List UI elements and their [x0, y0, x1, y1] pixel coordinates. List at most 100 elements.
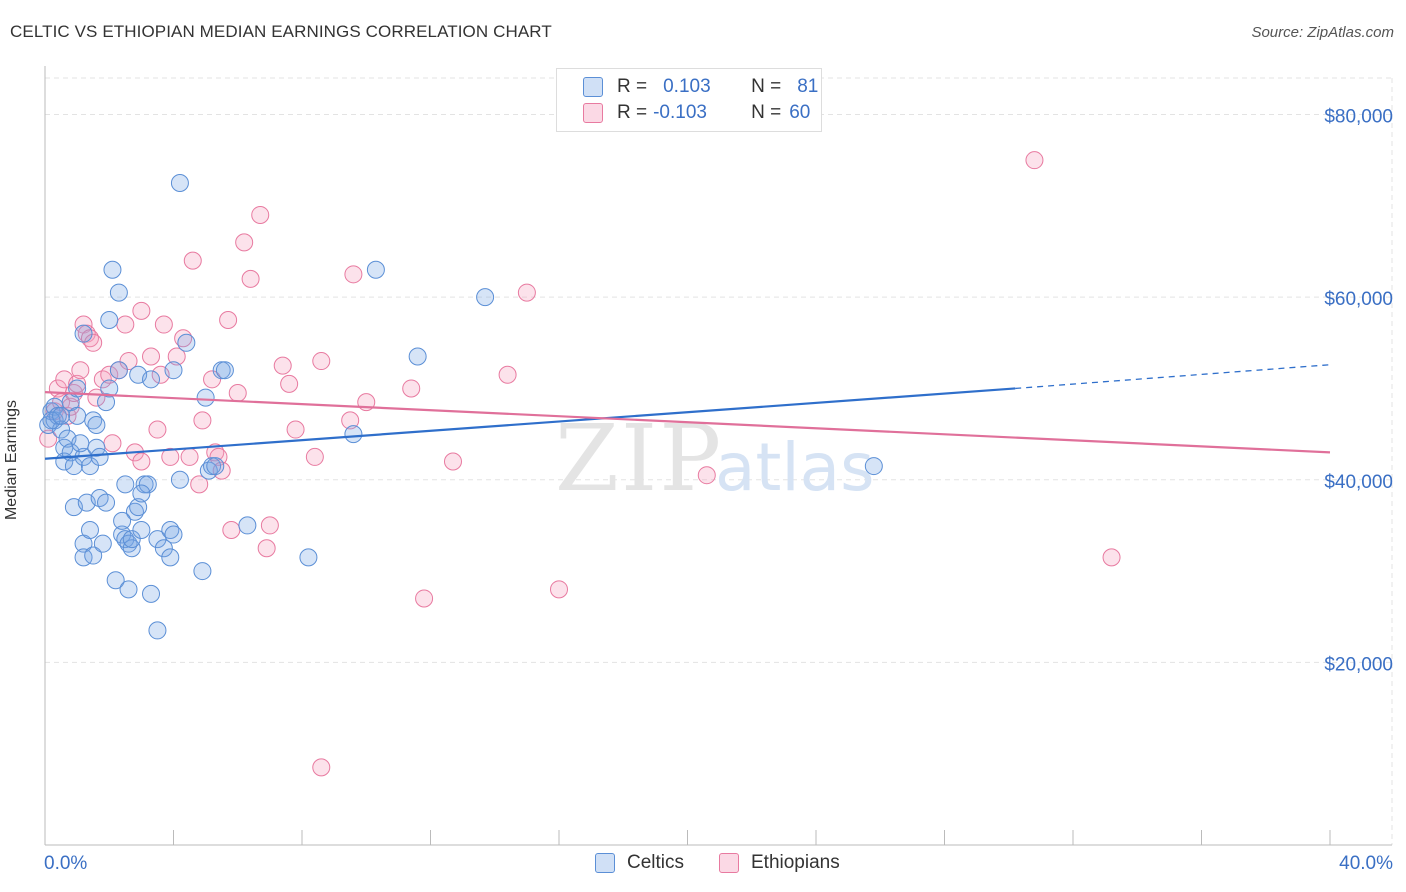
point-celtics [129, 498, 148, 517]
point-ethiopians [443, 452, 462, 471]
point-ethiopians [517, 283, 536, 302]
point-celtics [100, 310, 119, 329]
y-tick-label: $20,000 [1324, 654, 1393, 675]
point-celtics [103, 260, 122, 279]
point-celtics [408, 347, 427, 366]
point-celtics [109, 283, 128, 302]
point-celtics [299, 548, 318, 567]
point-celtics [177, 333, 196, 352]
point-ethiopians [148, 420, 167, 439]
legend-n-label: N = [751, 76, 782, 97]
point-celtics [476, 288, 495, 307]
point-celtics [122, 530, 141, 549]
point-celtics [164, 361, 183, 380]
point-ethiopians [280, 374, 299, 393]
bottom-legend-ethiopians: Ethiopians [719, 852, 840, 874]
point-celtics [154, 539, 173, 558]
point-ethiopians [61, 397, 80, 416]
point-celtics [170, 174, 189, 193]
bottom-legend-swatch-celtics [595, 853, 615, 873]
point-ethiopians [180, 447, 199, 466]
bottom-legend-celtics: Celtics [595, 852, 684, 874]
point-celtics [87, 415, 106, 434]
point-ethiopians [241, 269, 260, 288]
point-ethiopians [142, 347, 161, 366]
series-celtics [39, 174, 883, 640]
point-ethiopians [222, 520, 241, 539]
point-ethiopians [219, 310, 238, 329]
point-ethiopians [132, 452, 151, 471]
trend-lines [44, 364, 1331, 460]
point-ethiopians [93, 370, 112, 389]
point-celtics [80, 520, 99, 539]
trend-line-celtics-projection [1015, 364, 1331, 390]
point-celtics [106, 571, 125, 590]
point-celtics [80, 457, 99, 476]
point-celtics [119, 580, 138, 599]
point-celtics [90, 489, 109, 508]
point-ethiopians [183, 251, 202, 270]
point-ethiopians [203, 370, 222, 389]
point-celtics [42, 411, 61, 430]
point-ethiopians [341, 411, 360, 430]
point-ethiopians [260, 516, 279, 535]
point-celtics [138, 475, 157, 494]
point-ethiopians [312, 352, 331, 371]
point-celtics [68, 406, 87, 425]
point-ethiopians [286, 420, 305, 439]
legend-swatch-ethiopians [583, 103, 603, 123]
point-celtics [71, 434, 90, 453]
point-ethiopians [228, 384, 247, 403]
point-ethiopians [167, 347, 186, 366]
point-celtics [90, 447, 109, 466]
point-ethiopians [154, 315, 173, 334]
x-tick-label: 40.0% [1339, 853, 1393, 874]
legend-n-value-ethiopians: 60 [789, 102, 811, 123]
point-celtics [344, 425, 363, 444]
point-celtics [93, 534, 112, 553]
chart-title: CELTIC VS ETHIOPIAN MEDIAN EARNINGS CORR… [10, 22, 552, 41]
point-celtics [206, 457, 225, 476]
point-celtics [132, 484, 151, 503]
point-celtics [109, 361, 128, 380]
point-celtics [193, 562, 212, 581]
point-ethiopians [312, 758, 331, 777]
legend-n-label: N = [751, 102, 782, 123]
point-celtics [100, 379, 119, 398]
x-tick-label: 0.0% [44, 853, 87, 874]
point-ethiopians [257, 539, 276, 558]
point-ethiopians [39, 429, 58, 448]
point-ethiopians [68, 374, 87, 393]
legend-r-label: R = [617, 102, 648, 123]
point-ethiopians [305, 447, 324, 466]
point-celtics [215, 361, 234, 380]
point-celtics [74, 324, 93, 343]
point-celtics [164, 525, 183, 544]
legend-r-label: R = [617, 76, 648, 97]
point-celtics [52, 420, 71, 439]
point-celtics [52, 406, 71, 425]
point-celtics [196, 388, 215, 407]
y-tick-label: $60,000 [1324, 289, 1393, 310]
point-celtics [122, 539, 141, 558]
point-celtics [142, 370, 161, 389]
point-celtics [864, 457, 883, 476]
grid-lines [45, 77, 1393, 845]
axes [44, 66, 1392, 846]
point-ethiopians [161, 447, 180, 466]
point-ethiopians [498, 365, 517, 384]
point-celtics [170, 470, 189, 489]
series-ethiopians [39, 151, 1121, 777]
point-ethiopians [1025, 151, 1044, 170]
point-ethiopians [116, 315, 135, 334]
point-ethiopians [1102, 548, 1121, 567]
point-celtics [238, 516, 257, 535]
point-celtics [97, 493, 116, 512]
point-celtics [148, 621, 167, 640]
trend-line-ethiopians [44, 391, 1331, 454]
point-celtics [142, 584, 161, 603]
bottom-legend-label-ethiopians: Ethiopians [751, 852, 840, 873]
legend-n-value-celtics: 81 [797, 76, 819, 97]
point-ethiopians [415, 589, 434, 608]
point-celtics [132, 520, 151, 539]
